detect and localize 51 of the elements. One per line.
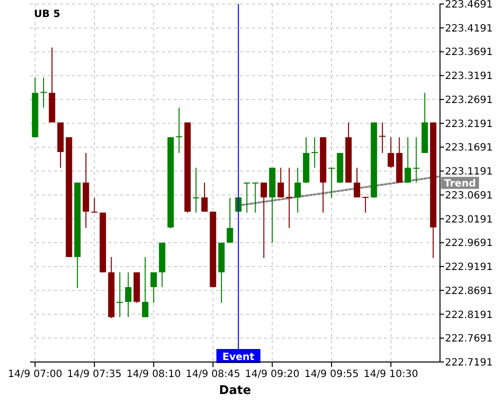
y-tick-label: 222.9191 (445, 262, 493, 274)
y-tick-label: 223.3191 (445, 71, 493, 82)
candlestick (252, 182, 259, 214)
candlestick (388, 136, 394, 168)
text: UB 5 (34, 9, 60, 20)
candlestick (379, 122, 386, 154)
candlestick (278, 167, 284, 198)
y-tick-label: 223.0191 (445, 214, 493, 226)
y-tick-label: 223.2191 (445, 118, 493, 130)
candlestick (328, 167, 335, 198)
y-tick-label: 223.1691 (445, 142, 493, 154)
x-axis-title: Date (219, 383, 251, 397)
y-tick-label: 222.9691 (445, 238, 493, 250)
y-tick-label: 223.4691 (445, 0, 493, 10)
candlestick (116, 272, 123, 318)
ref-line-label: Event (222, 352, 255, 363)
y-tick-label: 222.7691 (445, 334, 493, 345)
x-tick-label: 14/9 10:30 (364, 369, 418, 380)
candlestick (244, 182, 250, 214)
y-tick-label: 222.8191 (445, 310, 493, 321)
y-tick-label: 223.3691 (445, 47, 493, 58)
x-tick-label: 14/9 09:55 (304, 369, 359, 380)
x-tick-label: 14/9 08:10 (126, 369, 181, 380)
x-tick-label: 14/9 07:00 (8, 369, 62, 380)
y-tick-label: 223.1191 (445, 166, 493, 178)
y-tick-label: 222.7191 (445, 358, 493, 368)
candlestick (142, 256, 148, 318)
y-tick-label: 223.0691 (445, 190, 493, 202)
candlestick (311, 136, 318, 168)
series-label: Trend (444, 178, 476, 190)
x-tick-label: 14/9 07:35 (67, 369, 122, 380)
candlestick (354, 167, 360, 198)
candlestick (201, 182, 208, 212)
candlestick (150, 272, 157, 304)
y-tick-label: 222.8691 (445, 286, 493, 297)
candlestick (362, 196, 369, 214)
candlestick (176, 107, 182, 154)
candlestick (413, 136, 420, 184)
candlestick (125, 272, 132, 318)
candlestick (404, 136, 411, 184)
candlestick (226, 197, 234, 244)
x-tick-label: 14/9 09:20 (245, 369, 300, 380)
candlestick (40, 77, 47, 108)
y-tick-label: 223.2691 (445, 94, 493, 106)
candlestick (91, 197, 98, 214)
x-tick-label: 14/9 08:45 (186, 369, 240, 380)
candlestick (260, 182, 267, 258)
candlestick (192, 167, 200, 214)
candlestick (286, 167, 292, 228)
candlestick (294, 167, 301, 214)
y-tick-label: 223.4191 (445, 23, 493, 34)
